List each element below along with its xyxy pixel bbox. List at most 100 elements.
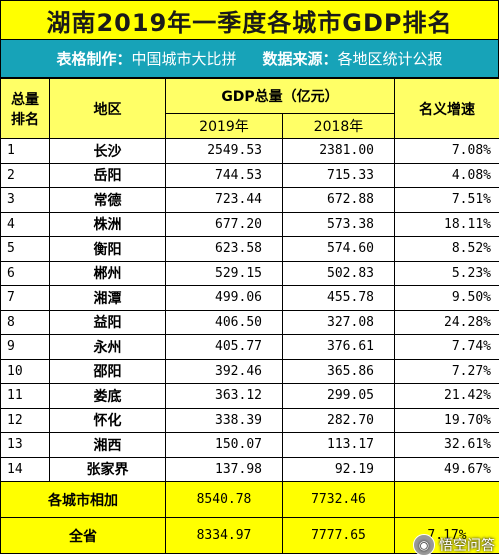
gdp-2019-cell: 529.15 [165,260,283,286]
gdp-2018-cell: 376.61 [282,334,395,360]
city-cell: 怀化 [49,407,166,433]
rank-cell: 8 [0,309,50,335]
gdp-2018-cell: 2381.00 [282,138,395,164]
growth-cell: 18.11% [394,211,499,237]
city-cell: 衡阳 [49,236,166,262]
city-cell: 湘西 [49,432,166,458]
table-row: 1 长沙 2549.53 2381.00 7.08% [0,138,499,164]
city-cell: 益阳 [49,309,166,335]
growth-cell: 7.51% [394,187,499,213]
gdp-2018-cell: 455.78 [282,285,395,311]
gdp-2019-cell: 338.39 [165,407,283,433]
gdp-2018-cell: 573.38 [282,211,395,237]
header-year-2018: 2018年 [282,113,395,139]
rank-cell: 5 [0,236,50,262]
growth-cell: 24.28% [394,309,499,335]
header-rank: 总量排名 [0,78,50,139]
city-cell: 常德 [49,187,166,213]
maker-value: 中国城市大比拼 [131,50,237,68]
growth-cell: 7.74% [394,334,499,360]
rank-cell: 10 [0,358,50,384]
rank-cell: 13 [0,432,50,458]
maker-label: 表格制作： [56,50,132,68]
table-row: 6 郴州 529.15 502.83 5.23% [0,260,499,286]
gdp-2019-cell: 723.44 [165,187,283,213]
gdp-2019-cell: 2549.53 [165,138,283,164]
totals-growth-cell [394,481,499,518]
table-row: 9 永州 405.77 376.61 7.74% [0,334,499,360]
rank-cell: 4 [0,211,50,237]
totals-2019-cell: 8334.97 [165,517,283,554]
header-region: 地区 [49,78,166,139]
totals-growth-cell: 7.17% [394,517,499,554]
gdp-2019-cell: 744.53 [165,162,283,188]
growth-cell: 49.67% [394,456,499,482]
totals-body: 各城市相加 8540.78 7732.46 全省 8334.97 7777.65 7.17% [0,481,499,554]
gdp-2019-cell: 499.06 [165,285,283,311]
rank-cell: 11 [0,383,50,409]
city-cell: 郴州 [49,260,166,286]
totals-row: 各城市相加 8540.78 7732.46 [0,481,499,518]
header-gdp-total: GDP总量（亿元） [165,78,395,114]
growth-cell: 7.27% [394,358,499,384]
table-row: 13 湘西 150.07 113.17 32.61% [0,432,499,458]
totals-label-cell: 全省 [0,517,166,554]
table-row: 5 衡阳 623.58 574.60 8.52% [0,236,499,262]
city-cell: 株洲 [49,211,166,237]
gdp-2018-cell: 365.86 [282,358,395,384]
totals-row: 全省 8334.97 7777.65 7.17% [0,517,499,554]
source-value: 各地区统计公报 [337,50,443,68]
growth-cell: 32.61% [394,432,499,458]
city-cell: 湘潭 [49,285,166,311]
header-year-2019: 2019年 [165,113,283,139]
gdp-2019-cell: 623.58 [165,236,283,262]
rank-cell: 1 [0,138,50,164]
gdp-2019-cell: 392.46 [165,358,283,384]
city-cell: 岳阳 [49,162,166,188]
table-row: 14 张家界 137.98 92.19 49.67% [0,456,499,482]
gdp-2018-cell: 672.88 [282,187,395,213]
sheet-title: 湖南2019年一季度各城市GDP排名 [0,0,499,40]
gdp-2018-cell: 92.19 [282,456,395,482]
gdp-2019-cell: 405.77 [165,334,283,360]
table-row: 4 株洲 677.20 573.38 18.11% [0,211,499,237]
table-body: 1 长沙 2549.53 2381.00 7.08% 2 岳阳 744.53 715.33 4.0… [0,138,499,482]
gdp-table: 总量排名 地区 GDP总量（亿元） 名义增速 2019年 2018年 1 长沙 25… [0,78,499,554]
watermark-text: 悟空问答 [439,538,495,554]
city-cell: 张家界 [49,456,166,482]
growth-cell: 5.23% [394,260,499,286]
table-row: 12 怀化 338.39 282.70 19.70% [0,407,499,433]
growth-cell: 9.50% [394,285,499,311]
totals-label-cell: 各城市相加 [0,481,166,518]
table-row: 3 常德 723.44 672.88 7.51% [0,187,499,213]
watermark: ◉ 悟空问答 [413,534,495,556]
totals-2018-cell: 7777.65 [282,517,395,554]
city-cell: 娄底 [49,383,166,409]
city-cell: 邵阳 [49,358,166,384]
totals-2018-cell: 7732.46 [282,481,395,518]
rank-cell: 7 [0,285,50,311]
header-growth: 名义增速 [394,78,499,139]
rank-cell: 12 [0,407,50,433]
gdp-2018-cell: 715.33 [282,162,395,188]
credits-bar: 表格制作：中国城市大比拼 数据来源：各地区统计公报 [0,40,499,78]
rank-cell: 9 [0,334,50,360]
rank-cell: 14 [0,456,50,482]
city-cell: 长沙 [49,138,166,164]
wukong-logo-icon: ◉ [413,534,435,556]
growth-cell: 21.42% [394,383,499,409]
growth-cell: 8.52% [394,236,499,262]
gdp-2019-cell: 137.98 [165,456,283,482]
gdp-2019-cell: 406.50 [165,309,283,335]
rank-cell: 6 [0,260,50,286]
rank-cell: 3 [0,187,50,213]
gdp-2018-cell: 574.60 [282,236,395,262]
gdp-2019-cell: 150.07 [165,432,283,458]
table-row: 10 邵阳 392.46 365.86 7.27% [0,358,499,384]
totals-2019-cell: 8540.78 [165,481,283,518]
source-label: 数据来源： [262,50,338,68]
growth-cell: 4.08% [394,162,499,188]
growth-cell: 19.70% [394,407,499,433]
table-row: 2 岳阳 744.53 715.33 4.08% [0,162,499,188]
